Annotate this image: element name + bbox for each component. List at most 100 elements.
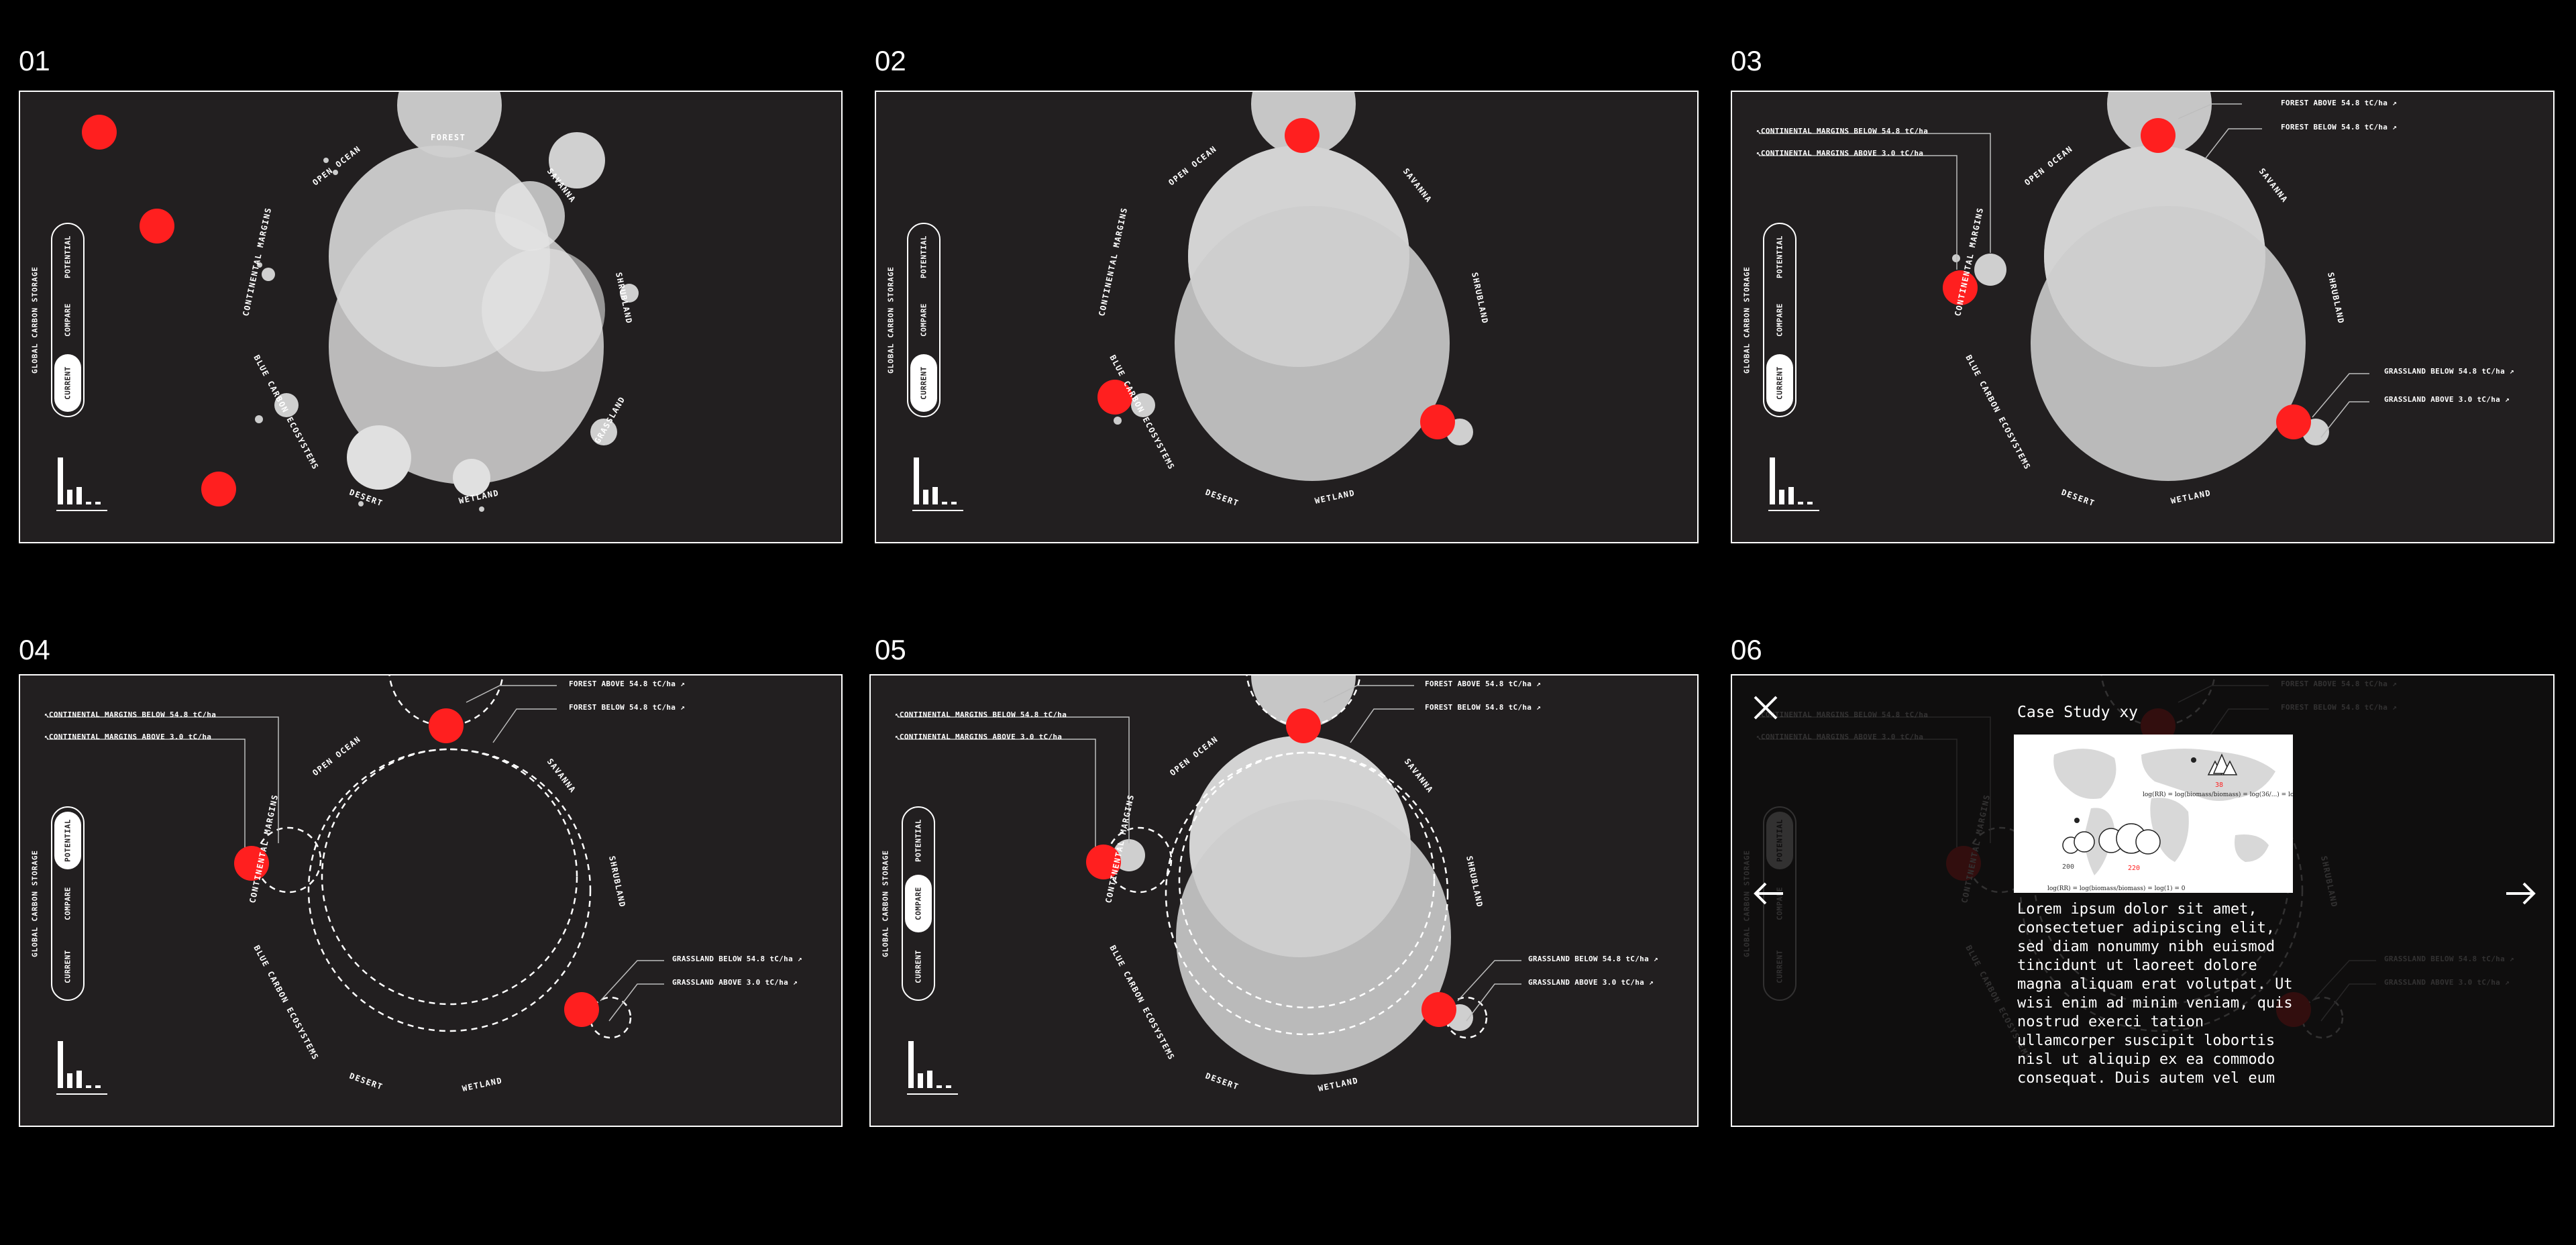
toggle-compare[interactable]: COMPARE (1775, 303, 1784, 337)
bar-chart-icon[interactable] (912, 457, 966, 511)
legend-grassland-below[interactable]: GRASSLAND BELOW 54.8 tC/ha ↗ (672, 955, 802, 963)
arrow-right-icon[interactable] (2504, 880, 2537, 907)
arrow-left-icon[interactable] (1752, 880, 1786, 907)
bubble-small[interactable] (549, 132, 605, 188)
legend-forest-below[interactable]: FOREST BELOW 54.8 tC/ha ↗ (569, 703, 686, 712)
close-icon[interactable] (1752, 694, 1779, 721)
label-desert: DESERT (2060, 488, 2096, 508)
toggle-current[interactable]: CURRENT (63, 950, 72, 983)
bubble-small[interactable] (1974, 254, 2006, 286)
label-blue-carbon: BLUE CARBON ECOSYSTEMS (1108, 944, 1176, 1062)
panel-number: 01 (19, 45, 50, 76)
red-node[interactable] (140, 209, 174, 243)
bubble-small[interactable] (347, 425, 411, 490)
toggle-potential[interactable]: POTENTIAL (919, 235, 928, 279)
dot (257, 262, 262, 268)
toggle-compare[interactable]: COMPARE (919, 303, 928, 337)
toggle-compare[interactable]: COMPARE (905, 875, 932, 932)
red-node[interactable] (82, 115, 117, 150)
view-toggle[interactable]: POTENTIAL COMPARE CURRENT (51, 223, 85, 417)
panel-number: 03 (1731, 45, 1762, 76)
legend-cm-above[interactable]: ↖CONTINENTAL MARGINS ABOVE 3.0 tC/ha (895, 733, 1063, 741)
panel-05: OPEN OCEAN SAVANNA SHRUBLAND CONTINENTAL… (869, 674, 1699, 1127)
view-toggle[interactable]: POTENTIAL COMPARE CURRENT (51, 806, 85, 1001)
toggle-potential[interactable]: POTENTIAL (1775, 235, 1784, 279)
toggle-current[interactable]: CURRENT (1766, 354, 1793, 412)
red-node[interactable] (1421, 992, 1456, 1027)
legend-forest-below[interactable]: FOREST BELOW 54.8 tC/ha ↗ (1425, 703, 1542, 712)
label-wetland: WETLAND (462, 1076, 504, 1093)
bubble-chart: OPEN OCEAN SAVANNA SHRUBLAND CONTINENTAL… (1759, 92, 2369, 508)
label-shrubland: SHRUBLAND (1464, 855, 1485, 909)
savanna-bubble[interactable] (495, 181, 565, 251)
bubble-small[interactable] (262, 268, 275, 281)
red-node[interactable] (2141, 118, 2176, 153)
case-study-image[interactable]: 38 200 220 log(RR) = log(biomass/biomass… (2014, 735, 2325, 893)
legend-grassland-below[interactable]: GRASSLAND BELOW 54.8 tC/ha ↗ (2384, 367, 2514, 376)
toggle-current[interactable]: CURRENT (910, 354, 937, 412)
bar-chart-icon[interactable] (56, 1041, 110, 1095)
shrubland-bubble[interactable] (482, 248, 605, 372)
forest-bubble[interactable] (1251, 675, 1356, 728)
legend-forest-below[interactable]: FOREST BELOW 54.8 tC/ha ↗ (2281, 123, 2398, 131)
label-forest: FOREST (431, 133, 466, 142)
legend-forest-above[interactable]: FOREST ABOVE 54.8 tC/ha ↗ (1425, 680, 1542, 688)
toggle-potential[interactable]: POTENTIAL (54, 812, 81, 869)
legend-grassland-above[interactable]: GRASSLAND ABOVE 3.0 tC/ha ↗ (2384, 395, 2510, 404)
legend-cm-above[interactable]: ↖CONTINENTAL MARGINS ABOVE 3.0 tC/ha (44, 733, 212, 741)
label-desert: DESERT (1204, 488, 1240, 508)
view-toggle[interactable]: POTENTIAL COMPARE CURRENT (907, 223, 941, 417)
red-node[interactable] (1286, 708, 1321, 743)
red-node[interactable] (2276, 404, 2311, 439)
bubble-small[interactable] (274, 393, 299, 417)
red-node[interactable] (1420, 404, 1455, 439)
value-top: 38 (2215, 781, 2223, 789)
legend-grassland-below[interactable]: GRASSLAND BELOW 54.8 tC/ha ↗ (1528, 955, 1658, 963)
legend-grassland-above[interactable]: GRASSLAND ABOVE 3.0 tC/ha ↗ (672, 978, 798, 987)
legend-cm-below[interactable]: ↖CONTINENTAL MARGINS BELOW 54.8 tC/ha (44, 710, 217, 719)
bubble-small[interactable] (590, 419, 617, 445)
label-open-ocean: OPEN OCEAN (2023, 144, 2074, 188)
red-node[interactable] (234, 846, 269, 881)
bar-chart-icon[interactable] (56, 457, 110, 511)
label-savanna: SAVANNA (2257, 166, 2290, 205)
label-shrubland: SHRUBLAND (607, 855, 627, 909)
dot (255, 415, 263, 423)
toggle-compare[interactable]: COMPARE (63, 887, 72, 920)
red-node[interactable] (1086, 845, 1121, 879)
bubble-small[interactable] (1131, 393, 1155, 417)
legend-grassland-above[interactable]: GRASSLAND ABOVE 3.0 tC/ha ↗ (1528, 978, 1654, 987)
red-node[interactable] (564, 992, 599, 1027)
view-toggle[interactable]: POTENTIAL COMPARE CURRENT (1763, 223, 1796, 417)
red-node[interactable] (201, 472, 236, 506)
toggle-potential[interactable]: POTENTIAL (63, 235, 72, 279)
legend-cm-below[interactable]: ↖CONTINENTAL MARGINS BELOW 54.8 tC/ha (895, 710, 1067, 719)
legend-forest-above[interactable]: FOREST ABOVE 54.8 tC/ha ↗ (2281, 99, 2398, 107)
dot (479, 506, 484, 512)
bubble-small[interactable] (1113, 839, 1145, 871)
red-node[interactable] (1097, 380, 1132, 415)
bar-chart-icon[interactable] (907, 1041, 961, 1095)
toggle-current[interactable]: CURRENT (914, 950, 923, 983)
red-node[interactable] (1943, 270, 1978, 305)
bar-chart-icon[interactable] (1768, 457, 1822, 511)
legend-forest-above[interactable]: FOREST ABOVE 54.8 tC/ha ↗ (569, 680, 686, 688)
dot (358, 501, 364, 506)
value-left: 200 (2062, 863, 2074, 871)
red-node[interactable] (1285, 118, 1320, 153)
label-open-ocean: OPEN OCEAN (311, 735, 362, 778)
toggle-current[interactable]: CURRENT (54, 354, 81, 412)
view-toggle[interactable]: POTENTIAL COMPARE CURRENT (902, 806, 935, 1001)
formula-bottom: log(RR) = log(biomass/biomass) = log(1) … (2047, 885, 2186, 892)
toggle-compare[interactable]: COMPARE (63, 303, 72, 337)
world-map-illustration: 38 200 220 log(RR) = log(biomass/biomass… (2014, 735, 2325, 893)
legend-cm-above[interactable]: ↖CONTINENTAL MARGINS ABOVE 3.0 tC/ha (1756, 149, 1924, 158)
toggle-potential[interactable]: POTENTIAL (914, 818, 923, 863)
bubble-small[interactable] (453, 459, 490, 496)
bubble-small[interactable] (620, 284, 639, 303)
legend-cm-below[interactable]: ↖CONTINENTAL MARGINS BELOW 54.8 tC/ha (1756, 127, 1929, 136)
label-open-ocean: OPEN OCEAN (311, 144, 362, 188)
red-node[interactable] (429, 708, 464, 743)
forest-bubble[interactable] (397, 92, 502, 158)
label-savanna: SAVANNA (1401, 166, 1434, 205)
